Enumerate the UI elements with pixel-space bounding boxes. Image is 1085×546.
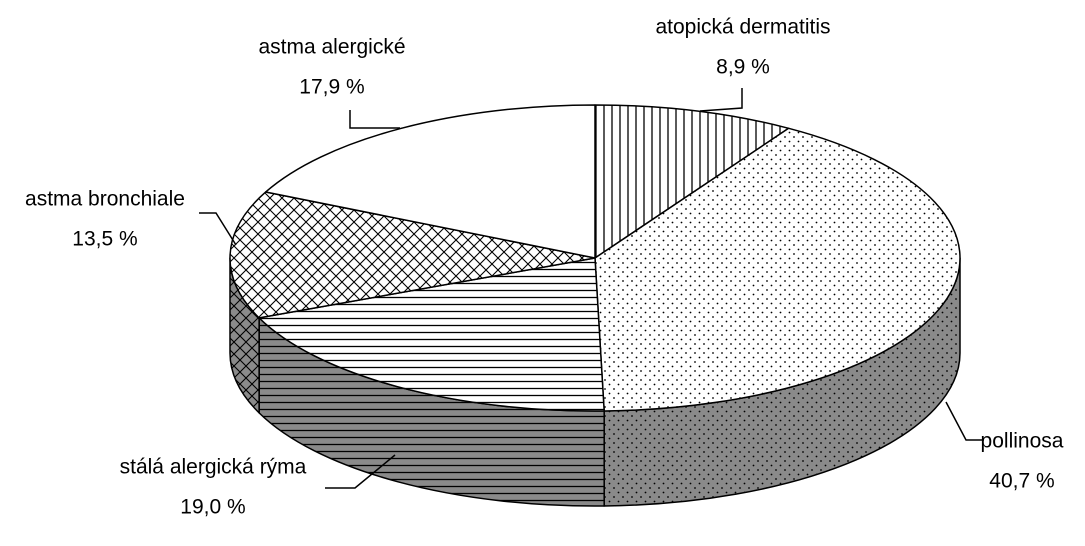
pie-slice: [229, 191, 596, 319]
value-label: 19,0 %: [180, 496, 245, 519]
pie-slice: [594, 104, 790, 259]
value-label: 8,9 %: [716, 56, 770, 79]
pie-slice: [594, 127, 961, 412]
slice-label: astma bronchiale: [25, 188, 185, 211]
value-label: 40,7 %: [989, 470, 1054, 493]
slice-label: pollinosa: [981, 430, 1064, 453]
leader-line: [699, 88, 743, 112]
pie-slice: [264, 104, 596, 259]
pie-slice: [258, 257, 605, 412]
slice-label: astma alergické: [258, 36, 405, 59]
leader-line: [325, 454, 396, 489]
slice-label: stálá alergická rýma: [120, 456, 307, 479]
leader-line: [945, 401, 984, 441]
leader-line: [349, 110, 400, 129]
value-label: 13,5 %: [72, 228, 137, 251]
value-label: 17,9 %: [299, 76, 364, 99]
leader-line: [199, 212, 237, 246]
slice-label: atopická dermatitis: [655, 16, 830, 39]
